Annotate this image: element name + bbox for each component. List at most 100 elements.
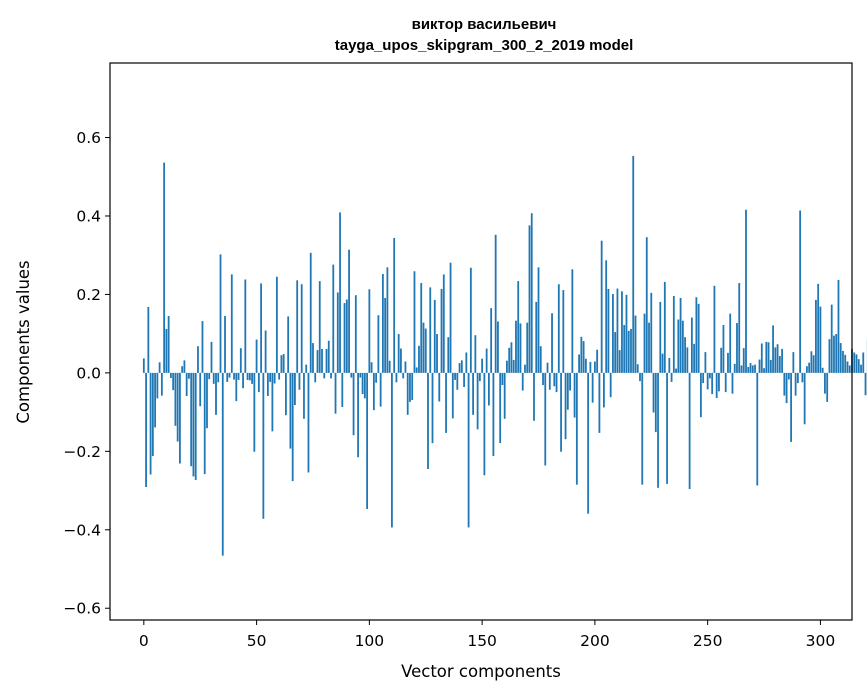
bar-18 — [183, 360, 186, 373]
bar-320 — [864, 372, 867, 396]
bar-181 — [551, 313, 553, 373]
bar-7 — [158, 362, 161, 373]
bar-115 — [402, 372, 405, 379]
bar-182 — [553, 372, 556, 387]
bar-300 — [819, 306, 822, 373]
bar-253 — [713, 285, 716, 373]
bar-55 — [266, 372, 269, 397]
bar-177 — [542, 372, 544, 386]
bar-35 — [221, 372, 224, 556]
bar-42 — [237, 372, 240, 380]
bar-202 — [598, 372, 601, 433]
bar-20 — [188, 372, 190, 379]
bar-186 — [562, 290, 565, 373]
y-tick-label-0: −0.6 — [63, 600, 101, 618]
bar-272 — [756, 372, 759, 486]
bar-282 — [778, 356, 781, 373]
bar-194 — [580, 336, 583, 373]
bar-259 — [727, 352, 729, 373]
bar-32 — [215, 372, 217, 415]
bar-267 — [745, 209, 747, 373]
bar-218 — [634, 315, 637, 373]
bar-15 — [176, 372, 179, 442]
bar-298 — [815, 299, 817, 373]
bar-36 — [224, 316, 226, 373]
bar-3 — [149, 372, 152, 475]
bar-72 — [305, 364, 308, 373]
bar-93 — [352, 372, 355, 436]
chart-title: виктор васильевич — [412, 16, 557, 33]
bar-206 — [607, 288, 610, 373]
bar-33 — [217, 372, 220, 383]
x-tick-label-150: 150 — [467, 632, 497, 650]
bar-220 — [639, 372, 641, 382]
bar-210 — [616, 288, 619, 373]
bar-264 — [738, 283, 741, 373]
bar-215 — [627, 330, 630, 373]
bar-268 — [747, 367, 750, 373]
bar-273 — [758, 359, 761, 373]
bar-10 — [165, 328, 168, 373]
bar-38 — [228, 372, 231, 378]
bar-290 — [796, 372, 799, 384]
bar-239 — [681, 320, 684, 373]
bar-44 — [242, 372, 244, 389]
bar-157 — [497, 321, 499, 373]
bar-258 — [724, 372, 727, 393]
bar-270 — [751, 365, 754, 373]
bar-173 — [533, 372, 535, 421]
bar-134 — [445, 372, 447, 433]
bar-178 — [544, 372, 547, 466]
bar-207 — [609, 372, 612, 398]
bar-6 — [156, 372, 159, 399]
bar-49 — [253, 372, 256, 452]
bar-232 — [666, 372, 668, 484]
bar-45 — [244, 279, 247, 373]
bar-74 — [309, 252, 312, 373]
y-tick-label-2: −0.2 — [63, 443, 101, 461]
bar-152 — [485, 348, 488, 373]
bar-54 — [264, 330, 267, 373]
bar-106 — [381, 274, 384, 373]
bar-310 — [842, 350, 844, 373]
bar-14 — [174, 372, 177, 426]
bar-11 — [167, 316, 170, 373]
bar-57 — [271, 372, 274, 432]
bar-242 — [688, 372, 691, 489]
bar-209 — [614, 332, 617, 373]
bar-141 — [460, 360, 463, 373]
bar-80 — [323, 372, 326, 379]
bar-22 — [192, 372, 195, 477]
bar-83 — [330, 372, 332, 379]
bar-188 — [566, 372, 569, 410]
bar-66 — [291, 372, 294, 482]
bar-98 — [363, 372, 366, 399]
bar-75 — [312, 343, 314, 373]
bar-286 — [787, 372, 790, 380]
bar-200 — [593, 361, 596, 373]
bars-group — [142, 155, 867, 556]
bar-184 — [557, 284, 560, 373]
x-axis-ticks: 0 50 100 150 200 250 300 — [139, 620, 835, 650]
bar-92 — [350, 372, 353, 378]
bar-41 — [235, 372, 238, 402]
bar-250 — [706, 372, 709, 390]
bar-99 — [366, 372, 368, 509]
bar-27 — [203, 372, 206, 475]
bar-88 — [341, 372, 344, 408]
bar-103 — [375, 372, 378, 383]
bar-78 — [318, 281, 321, 373]
bar-0 — [142, 358, 145, 373]
bar-119 — [411, 372, 414, 400]
bar-175 — [537, 267, 540, 373]
bar-187 — [564, 372, 567, 440]
bar-287 — [790, 372, 792, 442]
bar-269 — [749, 363, 752, 373]
x-tick-label-100: 100 — [355, 632, 385, 650]
bar-8 — [160, 372, 163, 396]
bar-164 — [512, 359, 515, 373]
bar-91 — [348, 249, 350, 373]
bar-5 — [154, 372, 156, 428]
